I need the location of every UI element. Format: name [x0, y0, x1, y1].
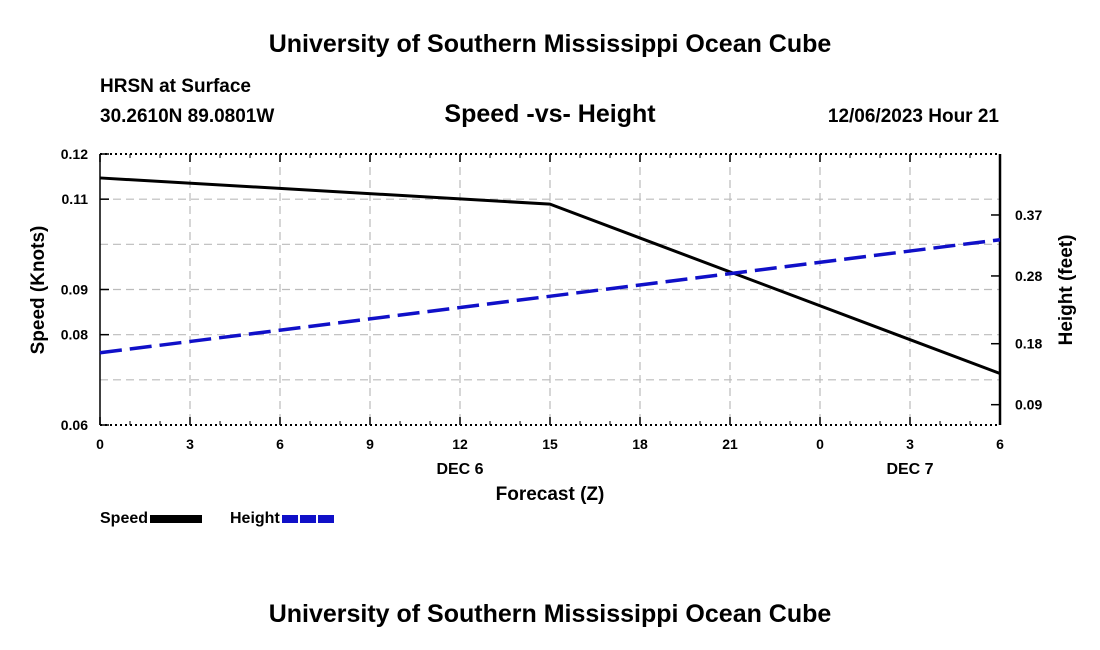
legend-speed: Speed	[100, 510, 203, 528]
series-speed-line	[99, 176, 1001, 375]
legend-height: Height	[230, 510, 334, 528]
chart-title: Speed -vs- Height	[444, 100, 656, 128]
axes-layer	[99, 153, 1002, 426]
x-tick-label: 0	[816, 436, 824, 452]
y-tick-label: 0.11	[62, 191, 89, 207]
legend-speed-swatch	[150, 515, 203, 523]
y2-tick-label: 0.28	[1015, 268, 1042, 284]
date-label: DEC 6	[436, 461, 483, 478]
y2-tick-label: 0.09	[1015, 397, 1042, 413]
y-tick-label: 0.06	[61, 417, 88, 433]
x-tick-label: 6	[276, 436, 284, 452]
footer-title: University of Southern Mississippi Ocean…	[268, 600, 832, 628]
x-tick-label: 6	[996, 436, 1004, 452]
legend-height-label: Height	[230, 510, 280, 527]
coordinates-label: 30.2610N 89.0801W	[100, 106, 275, 127]
y-tick-label: 0.08	[61, 327, 88, 343]
main-title: University of Southern Mississippi Ocean…	[268, 30, 832, 58]
y-axis-title: Speed (Knots)	[28, 226, 49, 355]
forecast-datetime: 12/06/2023 Hour 21	[827, 106, 999, 127]
y-tick-label: 0.12	[61, 146, 88, 162]
y2-tick-label: 0.37	[1015, 207, 1042, 223]
x-tick-label: 3	[906, 436, 914, 452]
date-label: DEC 7	[886, 461, 933, 478]
x-tick-label: 12	[452, 436, 468, 452]
series-layer	[99, 176, 1001, 375]
x-tick-label: 3	[186, 436, 194, 452]
legend-speed-label: Speed	[100, 510, 149, 527]
legend-height-swatch	[281, 515, 334, 523]
labels-layer: 0 3 6 9 12 15 18 21 0 3 6 DEC 6 DEC 7 0.06 0.08 0.09 0.1…	[61, 146, 1043, 478]
x-tick-label: 15	[542, 436, 558, 452]
series-height-line	[99, 237, 1001, 355]
station-label: HRSN at Surface	[100, 76, 251, 97]
y-tick-label: 0.09	[61, 282, 88, 298]
x-axis-title: Forecast (Z)	[496, 484, 605, 505]
y2-tick-label: 0.18	[1015, 336, 1042, 352]
y2-axis-title: Height (feet)	[1056, 235, 1077, 346]
x-tick-label: 18	[632, 436, 648, 452]
x-tick-label: 9	[366, 436, 374, 452]
x-tick-label: 21	[722, 436, 738, 452]
x-tick-label: 0	[96, 436, 104, 452]
grid-layer	[100, 154, 1000, 425]
